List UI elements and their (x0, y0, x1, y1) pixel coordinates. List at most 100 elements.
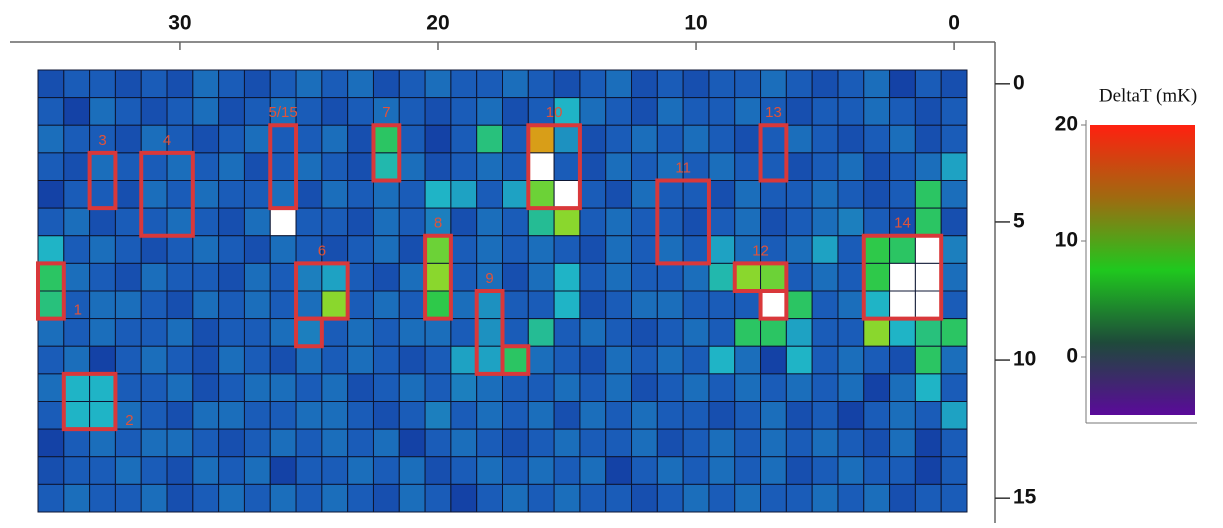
cell (631, 69, 658, 99)
cell (476, 483, 504, 513)
cell (450, 345, 478, 375)
cell (243, 152, 271, 181)
cell (63, 235, 91, 264)
cell (785, 124, 813, 154)
cell (114, 180, 142, 209)
cell (527, 124, 555, 154)
cell (708, 456, 736, 485)
cell (295, 235, 323, 264)
cell (682, 207, 710, 237)
cell (89, 318, 116, 347)
cell (682, 124, 710, 154)
annotation-label: 11 (675, 159, 691, 176)
cell (940, 207, 968, 237)
annotation-label: 7 (382, 104, 390, 121)
cell (424, 235, 452, 264)
cell (372, 290, 400, 320)
cell (166, 373, 194, 402)
cell (218, 456, 245, 485)
cell (450, 318, 478, 347)
cell (476, 318, 504, 347)
cell (940, 235, 968, 264)
cell (811, 180, 839, 209)
annotation-box (758, 289, 789, 321)
cell (631, 483, 658, 513)
cell (889, 373, 916, 402)
cell (372, 373, 400, 402)
cell (218, 69, 245, 99)
cell (295, 401, 323, 430)
cell (656, 483, 684, 513)
cell (914, 318, 942, 347)
cell (656, 428, 684, 458)
cell (837, 428, 865, 458)
cell (398, 235, 426, 264)
cell (450, 97, 478, 126)
cell (527, 401, 555, 430)
cell (269, 483, 297, 513)
cell (811, 124, 839, 154)
cell (527, 262, 555, 292)
x-tick-label: 10 (684, 12, 707, 35)
cell (192, 290, 220, 320)
cell (605, 290, 633, 320)
cell (398, 290, 426, 320)
annotation-label: 1 (74, 302, 82, 319)
cell (114, 124, 142, 154)
cell (553, 124, 581, 154)
cell (631, 124, 658, 154)
cell (863, 262, 891, 292)
cell (450, 483, 478, 513)
cell (372, 401, 400, 430)
cell (579, 373, 607, 402)
cell (89, 262, 116, 292)
annotation-box (268, 123, 299, 211)
cell (760, 428, 787, 458)
cell (579, 152, 607, 181)
cell (553, 262, 581, 292)
cell (269, 152, 297, 181)
cell (295, 345, 323, 375)
cell (269, 69, 297, 99)
annotation-box (294, 316, 324, 349)
cell (398, 483, 426, 513)
cell (269, 262, 297, 292)
cell (579, 235, 607, 264)
cell (63, 401, 91, 430)
cell (424, 345, 452, 375)
cell (682, 69, 710, 99)
colorbar-tick-label: 0 (1066, 345, 1078, 368)
cell (527, 207, 555, 237)
cell (372, 180, 400, 209)
cell (424, 290, 452, 320)
cell (760, 180, 787, 209)
cell (940, 290, 968, 320)
cell (243, 69, 271, 99)
cell (785, 152, 813, 181)
cell (579, 483, 607, 513)
cell (243, 97, 271, 126)
cell (347, 401, 374, 430)
cell (372, 262, 400, 292)
cell (89, 373, 116, 402)
cell (837, 152, 865, 181)
cell (708, 401, 736, 430)
cell (89, 207, 116, 237)
cell (785, 97, 813, 126)
cell (914, 207, 942, 237)
cell (553, 97, 581, 126)
cell (656, 124, 684, 154)
cell (708, 483, 736, 513)
cell (321, 69, 349, 99)
cell (218, 401, 245, 430)
cell (347, 373, 374, 402)
cell (218, 207, 245, 237)
cell (140, 152, 168, 181)
cell (811, 207, 839, 237)
cell (811, 428, 839, 458)
cell (682, 152, 710, 181)
cell (631, 318, 658, 347)
cell (295, 428, 323, 458)
cell (527, 345, 555, 375)
cell (785, 262, 813, 292)
